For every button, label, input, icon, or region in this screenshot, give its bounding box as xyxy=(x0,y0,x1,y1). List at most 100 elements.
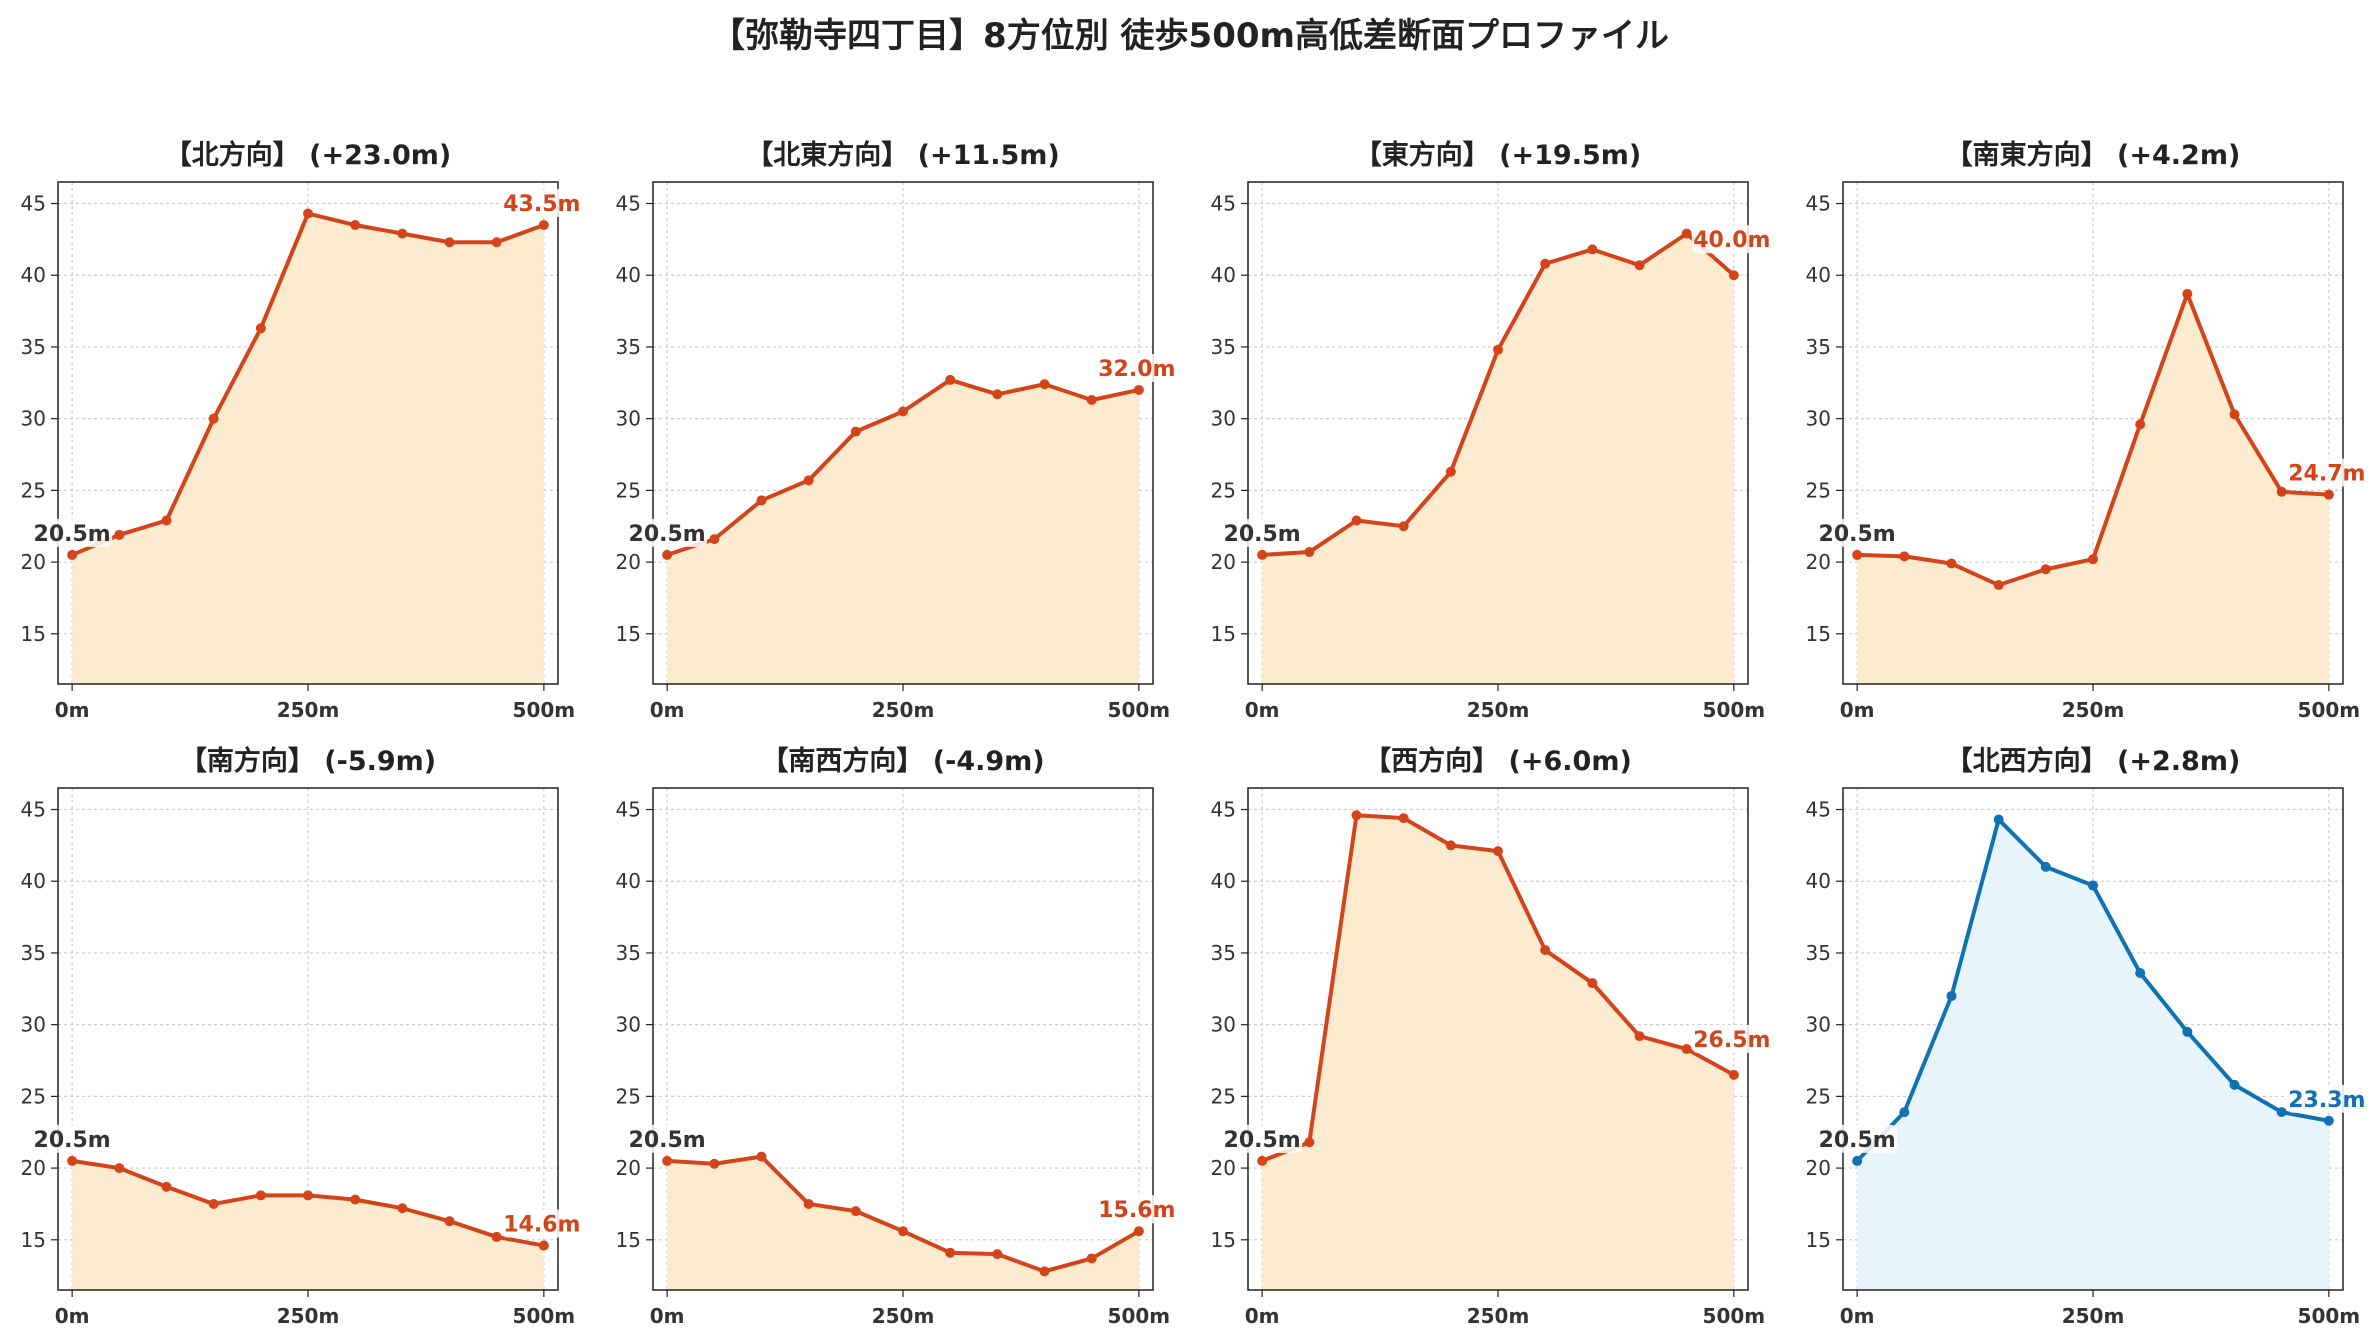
start-label-bg xyxy=(1817,518,1898,547)
data-point xyxy=(1398,521,1409,532)
data-point xyxy=(1493,344,1503,355)
end-label: 23.3m xyxy=(2288,1088,2365,1113)
y-tick-label: 45 xyxy=(21,192,46,216)
y-tick-label: 20 xyxy=(1806,1156,1831,1180)
x-tick-label: 0m xyxy=(1840,698,1875,722)
data-point xyxy=(1634,260,1645,271)
start-label: 20.5m xyxy=(1224,1128,1301,1153)
data-point xyxy=(1257,549,1268,560)
data-point xyxy=(2182,288,2193,299)
end-label: 24.7m xyxy=(2288,462,2365,487)
y-tick-label: 20 xyxy=(21,550,46,574)
data-point xyxy=(161,515,172,526)
end-label-bg xyxy=(2286,458,2367,487)
y-tick-label: 15 xyxy=(1806,622,1831,646)
start-label-bg xyxy=(1817,1124,1898,1153)
x-tick-label: 250m xyxy=(2062,1304,2125,1328)
data-point xyxy=(1351,515,1362,526)
data-point xyxy=(945,1247,956,1258)
data-point xyxy=(1351,810,1362,821)
panel-title: 【北方向】 (+23.0m) xyxy=(165,139,451,171)
data-point xyxy=(1899,1107,1910,1118)
data-point xyxy=(67,1155,78,1166)
y-tick-label: 35 xyxy=(21,335,46,359)
x-tick-label: 500m xyxy=(1703,1304,1766,1328)
x-tick-label: 500m xyxy=(2298,1304,2361,1328)
start-label: 20.5m xyxy=(1819,1128,1896,1153)
end-label: 40.0m xyxy=(1693,228,1770,253)
data-point xyxy=(1445,840,1456,851)
data-point xyxy=(1681,228,1692,239)
y-tick-label: 15 xyxy=(1211,622,1236,646)
x-tick-label: 250m xyxy=(1467,1304,1530,1328)
y-tick-label: 20 xyxy=(616,1156,641,1180)
data-point xyxy=(1852,1155,1863,1166)
data-point xyxy=(1993,814,2004,825)
y-tick-label: 20 xyxy=(21,1156,46,1180)
start-label: 20.5m xyxy=(1224,522,1301,547)
y-tick-label: 20 xyxy=(1211,550,1236,574)
y-tick-label: 35 xyxy=(1806,335,1831,359)
chart-panel-7: 【西方向】 (+6.0m) 15 20 25 30 35 40 45 0m 250m 500m 20.… xyxy=(1211,745,1772,1328)
y-tick-label: 35 xyxy=(1211,941,1236,965)
y-tick-label: 40 xyxy=(1806,263,1831,287)
data-point xyxy=(1445,466,1456,477)
panel-title: 【南西方向】 (-4.9m) xyxy=(761,745,1044,777)
data-point xyxy=(1540,258,1551,269)
y-tick-label: 40 xyxy=(1806,869,1831,893)
data-point xyxy=(1728,1069,1739,1080)
y-tick-label: 30 xyxy=(1211,1013,1236,1037)
y-tick-label: 45 xyxy=(1806,798,1831,822)
y-tick-label: 25 xyxy=(616,478,641,502)
data-point xyxy=(992,389,1003,400)
y-tick-label: 45 xyxy=(1211,192,1236,216)
data-point xyxy=(67,549,78,560)
x-tick-label: 500m xyxy=(1108,698,1171,722)
x-tick-label: 250m xyxy=(872,1304,935,1328)
data-point xyxy=(2323,489,2334,500)
data-point xyxy=(2182,1026,2193,1037)
panel-title: 【東方向】 (+19.5m) xyxy=(1355,139,1641,171)
start-label: 20.5m xyxy=(34,1128,111,1153)
start-label-bg xyxy=(1222,518,1303,547)
x-tick-label: 0m xyxy=(1245,1304,1280,1328)
end-label: 32.0m xyxy=(1098,357,1175,382)
y-tick-label: 15 xyxy=(616,622,641,646)
data-point xyxy=(2323,1115,2334,1126)
data-point xyxy=(1728,270,1739,281)
y-tick-label: 40 xyxy=(616,263,641,287)
data-point xyxy=(709,1158,720,1169)
y-tick-label: 25 xyxy=(1211,1084,1236,1108)
data-point xyxy=(538,1240,549,1251)
chart-panel-6: 【南西方向】 (-4.9m) 15 20 25 30 35 40 45 0m 250m 500m 20… xyxy=(616,745,1177,1328)
y-tick-label: 20 xyxy=(1211,1156,1236,1180)
x-tick-label: 250m xyxy=(872,698,935,722)
x-tick-label: 500m xyxy=(1108,1304,1171,1328)
start-label: 20.5m xyxy=(34,522,111,547)
end-label: 43.5m xyxy=(503,192,580,217)
x-tick-label: 250m xyxy=(1467,698,1530,722)
y-tick-label: 30 xyxy=(1806,1013,1831,1037)
data-point xyxy=(756,1151,767,1162)
data-point xyxy=(850,1206,861,1217)
y-tick-label: 30 xyxy=(616,407,641,431)
chart-panel-3: 【東方向】 (+19.5m) 15 20 25 30 35 40 45 0m 250m 500m 20… xyxy=(1211,139,1772,722)
y-tick-label: 25 xyxy=(616,1084,641,1108)
end-label: 14.6m xyxy=(503,1213,580,1238)
data-point xyxy=(2276,1107,2287,1118)
y-tick-label: 30 xyxy=(21,407,46,431)
end-label: 15.6m xyxy=(1098,1198,1175,1223)
data-point xyxy=(1899,551,1910,562)
data-point xyxy=(350,220,361,231)
data-point xyxy=(662,1155,673,1166)
end-label-bg xyxy=(1096,1195,1177,1224)
y-tick-label: 45 xyxy=(616,798,641,822)
y-tick-label: 25 xyxy=(21,1084,46,1108)
y-tick-label: 30 xyxy=(1806,407,1831,431)
data-point xyxy=(1086,1253,1097,1264)
data-point xyxy=(1946,558,1957,569)
data-point xyxy=(898,1226,908,1237)
x-tick-label: 0m xyxy=(55,698,90,722)
y-tick-label: 30 xyxy=(1211,407,1236,431)
data-point xyxy=(1133,1226,1144,1237)
